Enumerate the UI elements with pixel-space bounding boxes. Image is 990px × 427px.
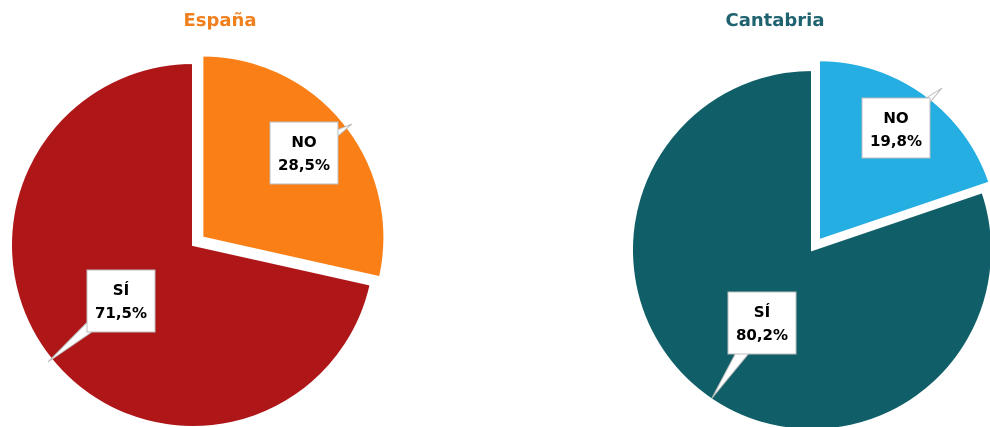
pie-slice-si <box>631 68 990 427</box>
pie-svg: NO 28,5% SÍ 71,5% <box>10 54 386 427</box>
label-value: 71,5% <box>95 304 147 322</box>
chart-title: Cantabria <box>725 10 825 31</box>
chart-cantabria: Cantabria NO 19,8% SÍ 80,2% <box>560 0 990 427</box>
data-label-no: NO 19,8% <box>861 87 943 159</box>
chart-title: España <box>183 10 257 31</box>
label-category: SÍ <box>113 280 130 299</box>
label-value: 28,5% <box>278 156 330 174</box>
data-label-si: SÍ 80,2% <box>711 291 797 399</box>
data-label-no: NO 28,5% <box>269 121 353 185</box>
label-category: SÍ <box>754 302 771 321</box>
label-value: 19,8% <box>870 132 922 150</box>
label-category: NO <box>291 133 316 151</box>
chart-espana: España NO 28,5% SÍ 71,5% <box>0 0 440 427</box>
data-label-si: SÍ 71,5% <box>47 269 156 363</box>
label-value: 80,2% <box>736 326 788 344</box>
label-category: NO <box>883 109 908 127</box>
pie-svg: NO 19,8% SÍ 80,2% <box>631 59 990 427</box>
